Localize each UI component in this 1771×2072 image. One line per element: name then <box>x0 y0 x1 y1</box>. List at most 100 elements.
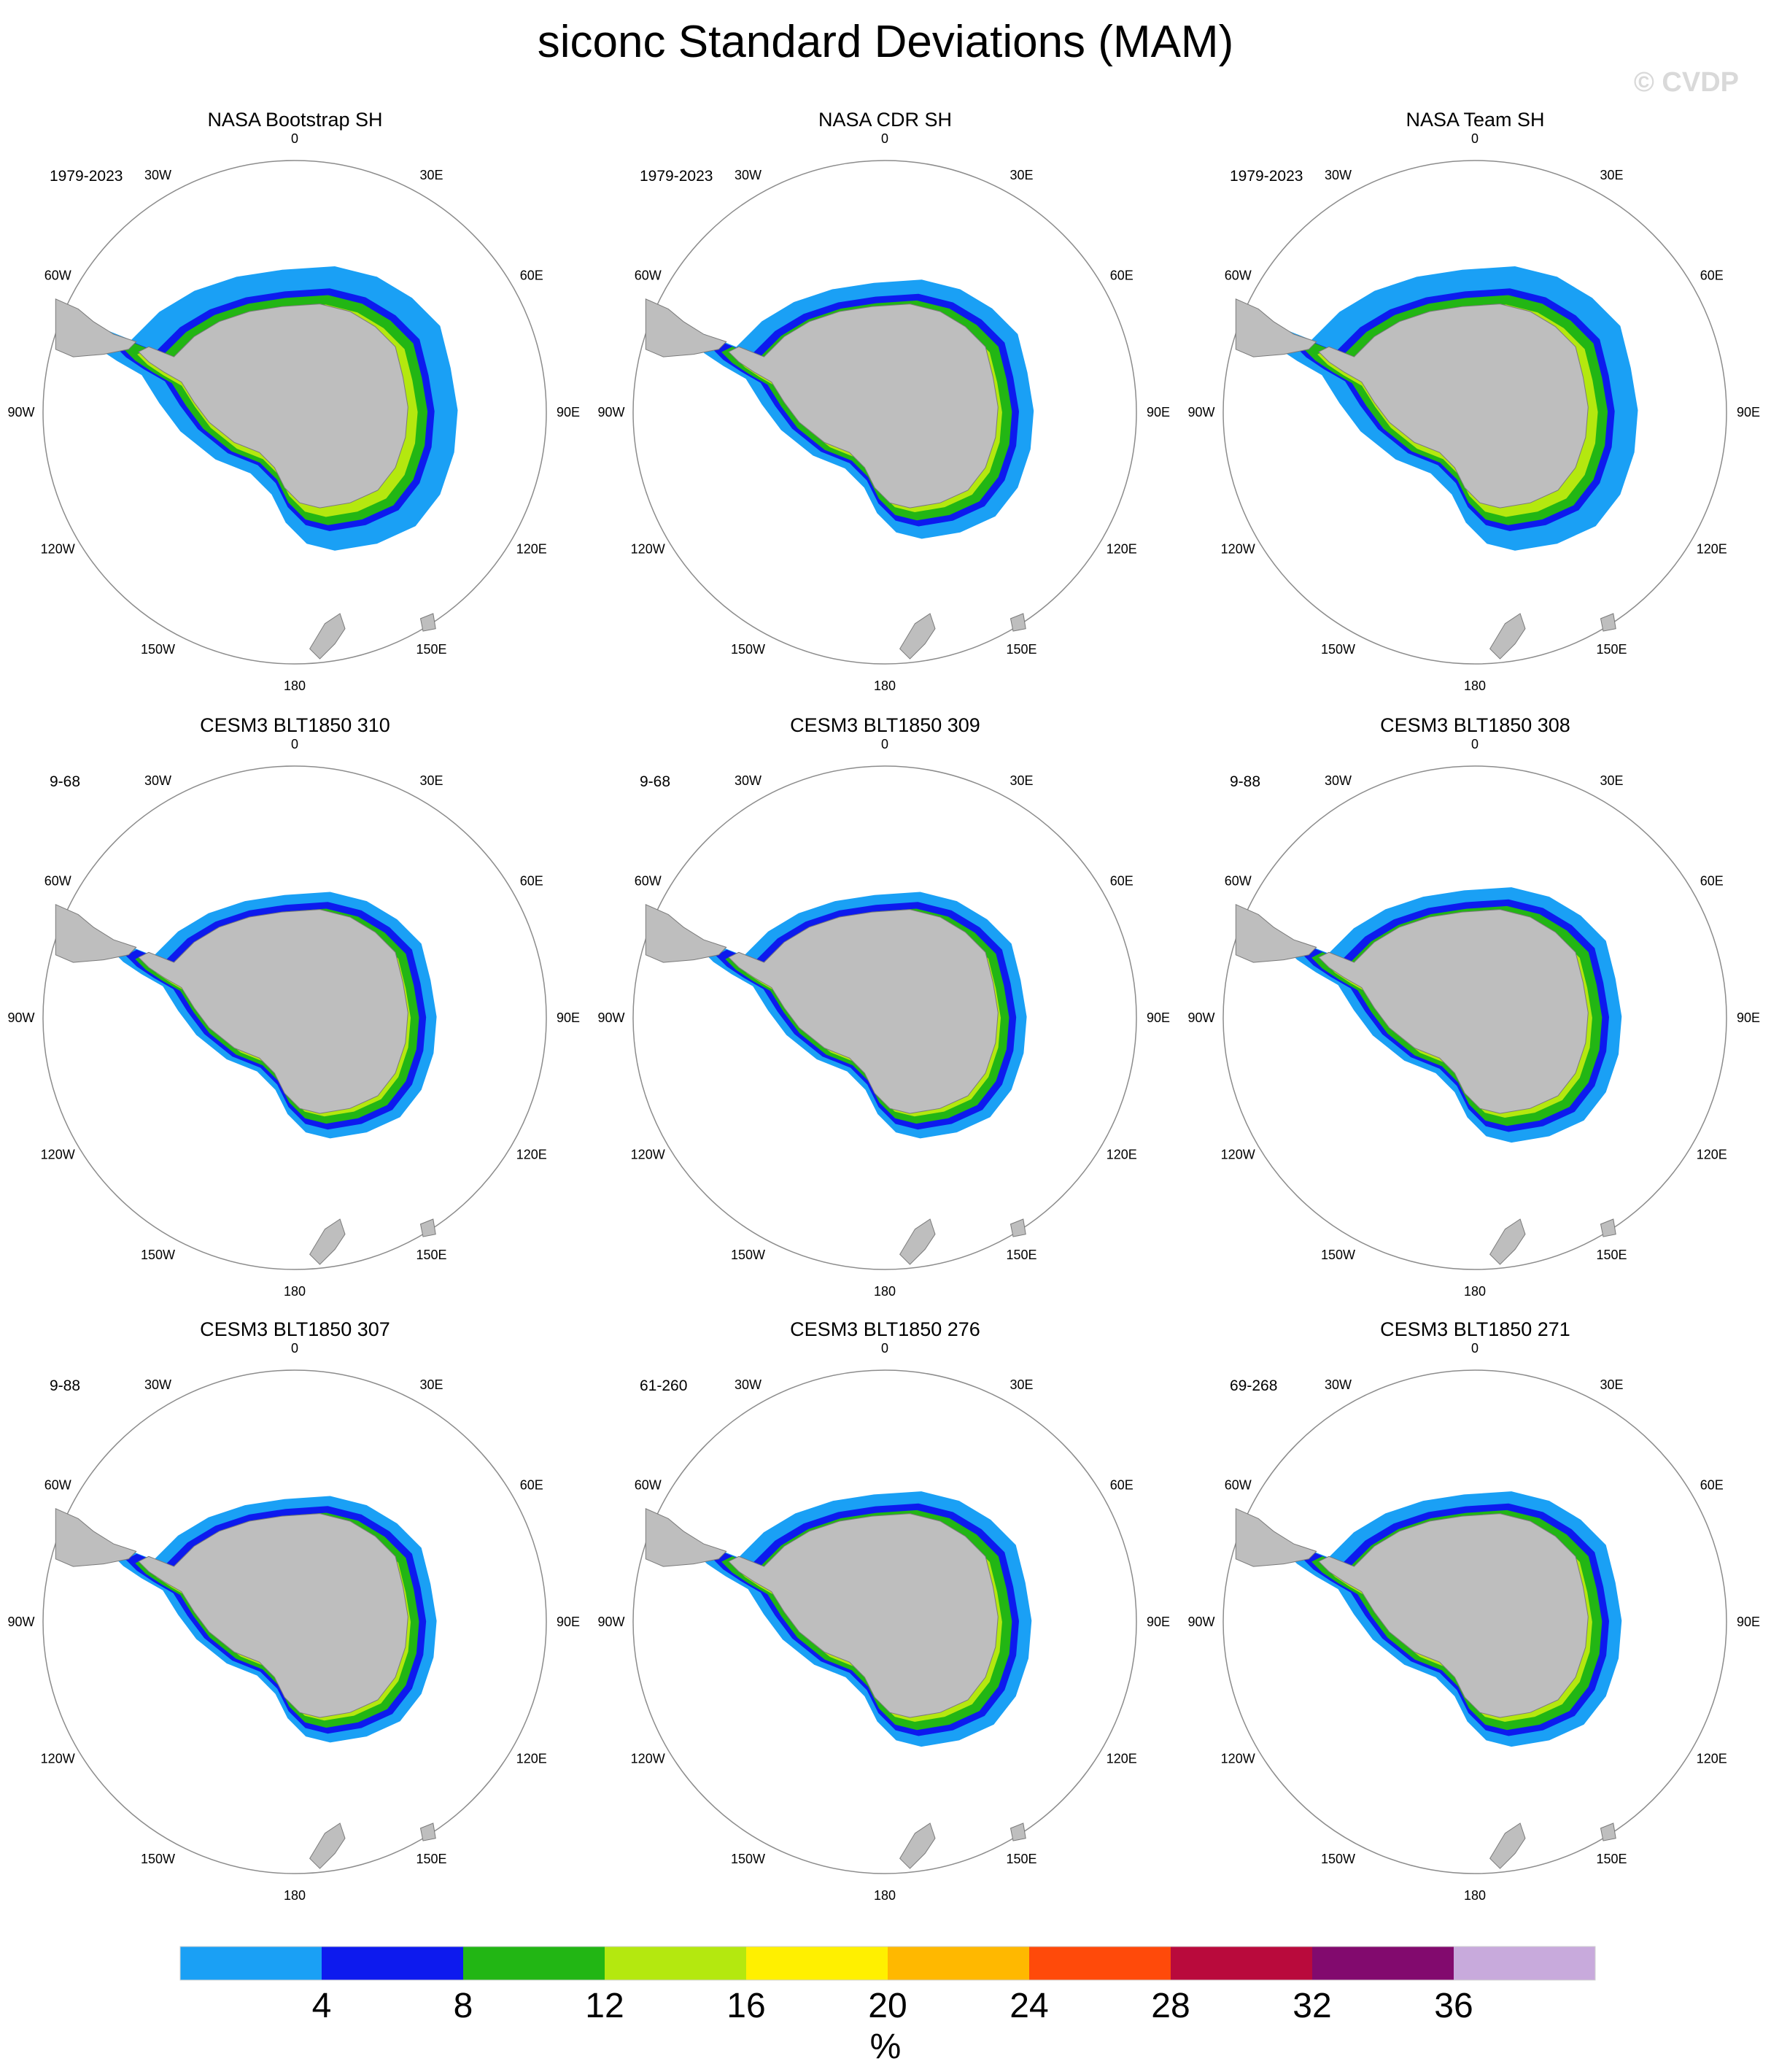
colorbar-segment <box>1454 1947 1596 1980</box>
south-america-land <box>55 1508 137 1567</box>
longitude-label: 60W <box>635 1478 662 1493</box>
panel-period-label: 9-88 <box>50 1377 81 1394</box>
longitude-label: 150E <box>1596 1852 1627 1866</box>
polar-map: 0 30E 60E 90E 120E 150E 180 150W 120W 90W 60W 30W <box>597 131 1170 693</box>
colorbar-tick-label: 32 <box>1293 1987 1332 2025</box>
colorbar-segment <box>888 1947 1030 1980</box>
new-zealand-land <box>899 1218 936 1265</box>
longitude-label: 60E <box>1110 268 1133 283</box>
longitude-label: 30E <box>419 1377 443 1392</box>
panel-period-label: 1979-2023 <box>1230 168 1303 185</box>
panel-period-label: 1979-2023 <box>640 168 713 185</box>
new-zealand-land <box>899 613 936 660</box>
map-panel: 0 30E 60E 90E 120E 150E 180 150W 120W 90W 60W 30W CE… <box>0 606 590 1299</box>
panel-title: NASA CDR SH <box>818 109 953 131</box>
longitude-label: 30E <box>419 168 443 182</box>
longitude-label: 30W <box>144 168 171 182</box>
longitude-label: 150E <box>1596 642 1627 657</box>
polar-map: 0 30E 60E 90E 120E 150E 180 150W 120W 90W 60W 30W <box>1187 737 1760 1299</box>
longitude-label: 0 <box>291 737 298 751</box>
map-panel: 0 30E 60E 90E 120E 150E 180 150W 120W 90W 60W 30W CE… <box>590 606 1180 1299</box>
longitude-label: 180 <box>1464 1888 1486 1903</box>
longitude-label: 30W <box>735 1377 762 1392</box>
panel-title: NASA Team SH <box>1406 109 1545 131</box>
new-zealand-land <box>1489 1822 1526 1869</box>
panel-title: CESM3 BLT1850 308 <box>1380 714 1570 736</box>
new-zealand-land <box>899 1822 936 1869</box>
longitude-label: 90E <box>557 405 580 420</box>
longitude-label: 90W <box>1187 405 1214 420</box>
longitude-label: 90E <box>1737 1010 1760 1025</box>
longitude-label: 120W <box>1221 1752 1255 1766</box>
longitude-label: 150W <box>731 642 765 657</box>
polar-map: 0 30E 60E 90E 120E 150E 180 150W 120W 90W 60W 30W <box>7 131 580 693</box>
cvdp-watermark: © CVDP <box>1633 67 1739 98</box>
antarctica-land <box>728 304 999 509</box>
longitude-label: 60E <box>1700 874 1724 889</box>
longitude-label: 150W <box>141 642 175 657</box>
map-panel: 0 30E 60E 90E 120E 150E 180 150W 120W 90W 60W 30W NA… <box>1180 0 1770 693</box>
longitude-label: 120E <box>516 542 547 557</box>
longitude-label: 150W <box>1321 1852 1355 1866</box>
south-america-land <box>645 904 727 963</box>
longitude-label: 60E <box>1700 268 1724 283</box>
panel-title: CESM3 BLT1850 271 <box>1380 1318 1570 1340</box>
longitude-label: 0 <box>291 1341 298 1356</box>
panel-period-label: 69-268 <box>1230 1377 1278 1394</box>
colorbar-segment <box>463 1947 605 1980</box>
longitude-label: 60W <box>1225 268 1252 283</box>
longitude-label: 30E <box>1600 773 1623 788</box>
longitude-label: 150E <box>1006 1852 1036 1866</box>
south-america-land <box>55 298 137 357</box>
longitude-label: 30E <box>1009 773 1033 788</box>
longitude-label: 30E <box>1009 1377 1033 1392</box>
map-panel: 0 30E 60E 90E 120E 150E 180 150W 120W 90W 60W 30W NA… <box>0 0 590 693</box>
panel-title: CESM3 BLT1850 276 <box>790 1318 980 1340</box>
panel-period-label: 9-88 <box>1230 773 1261 790</box>
longitude-label: 90E <box>1147 405 1170 420</box>
colorbar-frame <box>179 1946 1596 1981</box>
longitude-label: 120W <box>631 1752 665 1766</box>
longitude-label: 30E <box>1600 1377 1623 1392</box>
longitude-label: 150W <box>141 1248 175 1262</box>
tasmania-land <box>1600 1218 1616 1237</box>
longitude-label: 90W <box>597 1615 624 1629</box>
longitude-label: 150E <box>1006 1248 1036 1262</box>
colorbar-segment <box>180 1947 322 1980</box>
longitude-label: 30W <box>144 1377 171 1392</box>
colorbar-segment <box>746 1947 888 1980</box>
new-zealand-land <box>309 1218 346 1265</box>
longitude-label: 0 <box>881 1341 888 1356</box>
longitude-label: 90E <box>1147 1010 1170 1025</box>
panel-period-label: 1979-2023 <box>50 168 123 185</box>
longitude-label: 90W <box>1187 1010 1214 1025</box>
longitude-label: 90W <box>597 1010 624 1025</box>
longitude-label: 180 <box>284 679 306 693</box>
longitude-label: 150W <box>1321 642 1355 657</box>
longitude-label: 0 <box>1471 131 1479 146</box>
panel-period-label: 61-260 <box>640 1377 688 1394</box>
colorbar-units-label: % <box>869 2027 902 2066</box>
colorbar-tick-label: 16 <box>726 1987 766 2025</box>
antarctica-land <box>1318 909 1589 1114</box>
longitude-label: 120E <box>1107 1752 1137 1766</box>
longitude-label: 30W <box>1325 1377 1352 1392</box>
map-panel: 0 30E 60E 90E 120E 150E 180 150W 120W 90W 60W 30W NA… <box>590 0 1180 693</box>
longitude-label: 150E <box>416 1852 446 1866</box>
longitude-label: 30W <box>1325 773 1352 788</box>
longitude-label: 180 <box>1464 679 1486 693</box>
longitude-label: 90E <box>557 1010 580 1025</box>
longitude-label: 120E <box>1697 1148 1727 1162</box>
south-america-land <box>55 904 137 963</box>
polar-map: 0 30E 60E 90E 120E 150E 180 150W 120W 90W 60W 30W <box>1187 131 1760 693</box>
colorbar-tick-label: 36 <box>1434 1987 1473 2025</box>
longitude-label: 180 <box>874 679 896 693</box>
longitude-label: 120W <box>41 542 75 557</box>
longitude-label: 90W <box>7 1615 34 1629</box>
map-panel: 0 30E 60E 90E 120E 150E 180 150W 120W 90W 60W 30W CE… <box>0 1210 590 1903</box>
longitude-label: 90E <box>557 1615 580 1629</box>
longitude-label: 30W <box>735 168 762 182</box>
longitude-label: 30E <box>1600 168 1623 182</box>
longitude-label: 120E <box>516 1752 547 1766</box>
colorbar-tick-label: 12 <box>585 1987 624 2025</box>
